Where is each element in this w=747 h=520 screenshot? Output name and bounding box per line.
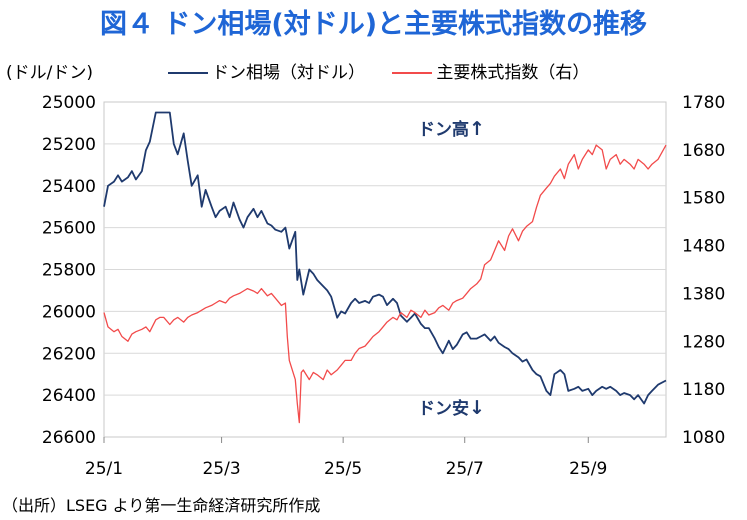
down-arrow-icon: ↓ (469, 397, 485, 419)
y-left-tick-label: 25000 (42, 93, 96, 113)
y-right-tick-label: 1280 (682, 332, 725, 352)
annotation-up-text: ドン高 (418, 120, 469, 140)
x-tick-label: 25/7 (446, 459, 484, 479)
x-tick-label: 25/9 (569, 459, 607, 479)
annotation-don-depreciation: ドン安↓ (418, 394, 485, 419)
chart-title: 図４ ドン相場(対ドル)と主要株式指数の推移 (99, 9, 648, 40)
source-note: （出所）LSEG より第一生命経済研究所作成 (2, 496, 321, 515)
series-line-stock-index (103, 144, 667, 424)
y-left-tick-label: 25400 (42, 177, 96, 197)
y-right-tick-label: 1080 (682, 428, 725, 448)
annotation-don-appreciation: ドン高↑ (418, 115, 485, 140)
legend: ドン相場（対ドル） 主要株式指数（右） (160, 58, 589, 83)
x-tick-label: 25/1 (85, 459, 123, 479)
x-tick-label: 25/5 (324, 459, 362, 479)
up-arrow-icon: ↑ (469, 118, 485, 140)
y-left-tick-label: 25800 (42, 261, 96, 281)
annotation-down-text: ドン安 (418, 399, 469, 419)
y-left-tick-label: 26400 (42, 386, 96, 406)
legend-label-stock: 主要株式指数（右） (436, 63, 590, 83)
y-right-tick-label: 1780 (682, 93, 725, 113)
y-left-tick-label: 25200 (42, 135, 96, 155)
legend-swatch-stock (392, 72, 433, 74)
y-right-tick-label: 1680 (682, 141, 725, 161)
y-right-tick-label: 1580 (682, 189, 725, 209)
y-left-tick-label: 26600 (42, 428, 96, 448)
y-right-tick-label: 1480 (682, 237, 725, 257)
y-left-tick-label: 25600 (42, 219, 96, 239)
legend-label-don: ドン相場（対ドル） (212, 63, 365, 83)
y-left-tick-label: 26000 (42, 302, 96, 322)
y-left-tick-label: 26200 (42, 344, 96, 364)
y-right-tick-label: 1180 (682, 380, 725, 400)
x-tick-label: 25/3 (202, 459, 240, 479)
y-right-tick-label: 1380 (682, 284, 725, 304)
left-axis-unit-label: (ドル/ドン) (6, 63, 93, 83)
series-line-don (103, 111, 667, 405)
legend-swatch-don (168, 72, 208, 74)
